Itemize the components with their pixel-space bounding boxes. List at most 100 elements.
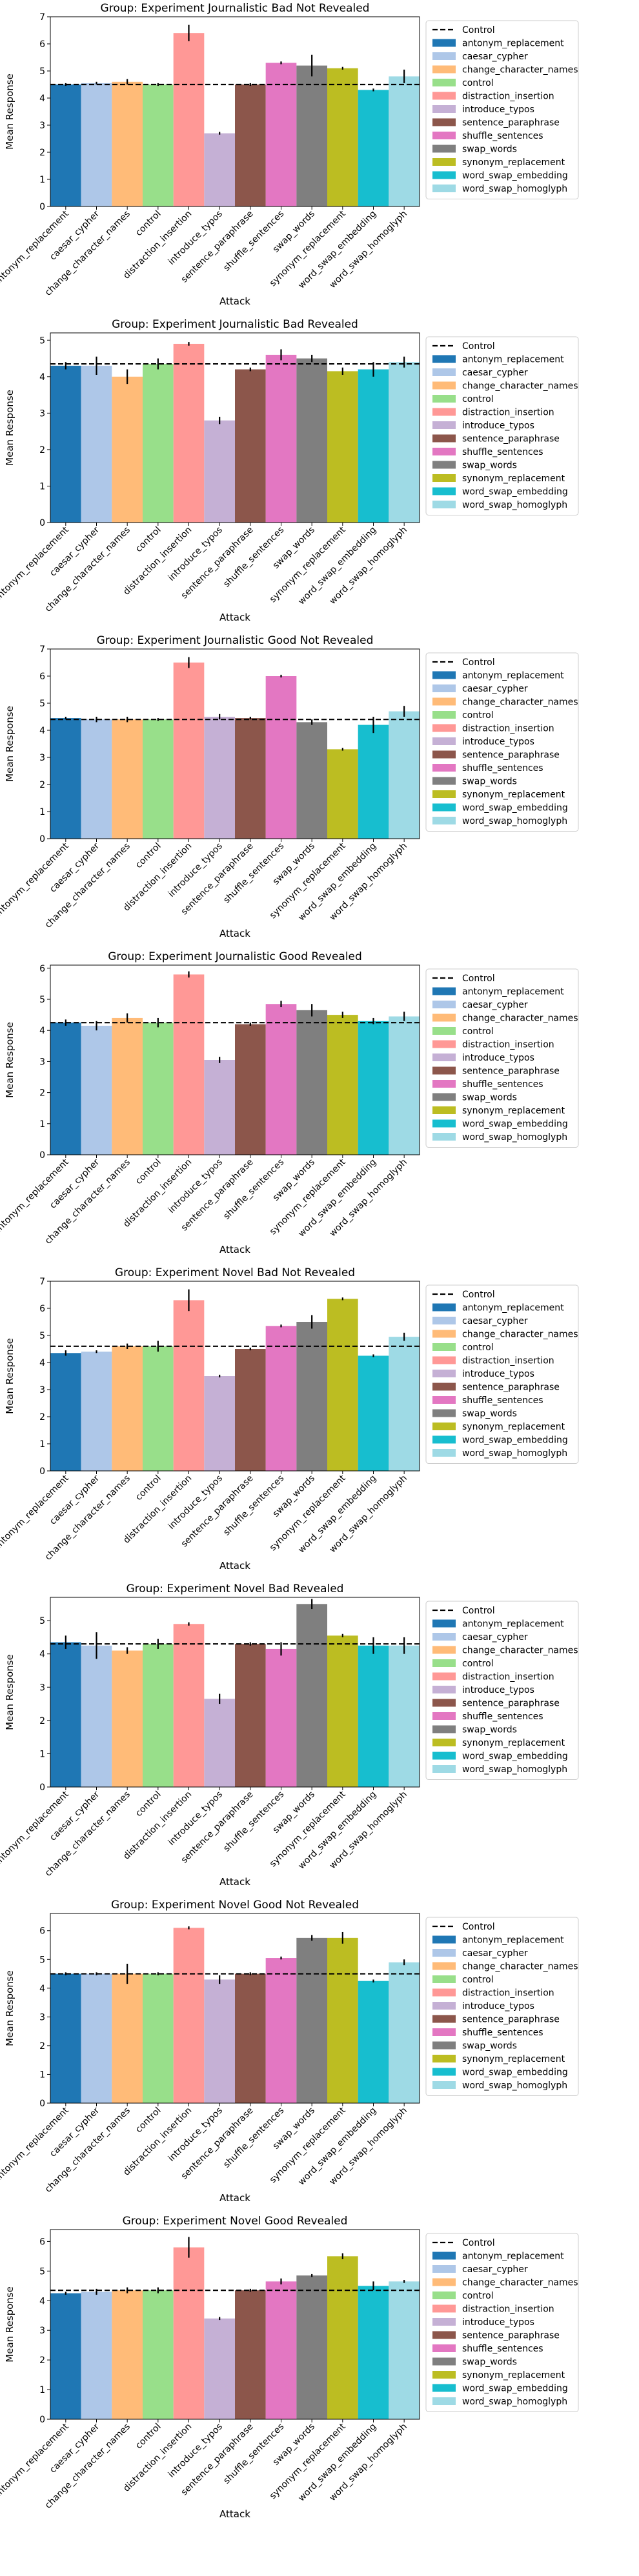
- chart-panel-4: Group: Experiment Journalistic Good Reve…: [0, 950, 579, 1255]
- legend-label: caesar_cypher: [462, 368, 528, 378]
- legend-label: Control: [462, 1606, 495, 1616]
- legend-label: shuffle_sentences: [462, 447, 543, 457]
- legend-label: caesar_cypher: [462, 1632, 528, 1642]
- bar-change-character-names: [112, 719, 143, 839]
- legend-swatch-control: [432, 79, 456, 86]
- y-tick-label: 2: [39, 2041, 45, 2052]
- legend-label: antonym_replacement: [462, 355, 564, 365]
- legend-label: introduce_typos: [462, 105, 534, 115]
- legend-label: antonym_replacement: [462, 39, 564, 49]
- legend-label: change_character_names: [462, 1013, 578, 1024]
- legend-swatch-word-swap-homoglyph: [432, 1765, 456, 1773]
- legend-swatch-caesar-cypher: [432, 1949, 456, 1957]
- bar-swap-words: [296, 65, 327, 206]
- bar-sentence-paraphrase: [235, 2290, 266, 2419]
- legend-swatch-swap-words: [432, 145, 456, 153]
- chart-panel-1: Group: Experiment Journalistic Bad Not R…: [0, 2, 579, 307]
- legend-label: change_character_names: [462, 2278, 578, 2288]
- legend-label: caesar_cypher: [462, 1316, 528, 1326]
- legend-swatch-control: [432, 1975, 456, 1983]
- legend-label: distraction_insertion: [462, 1040, 554, 1050]
- legend-swatch-change-character-names: [432, 1646, 456, 1654]
- bar-swap-words: [296, 722, 327, 839]
- x-tick-label: control: [134, 525, 163, 555]
- bar-control: [143, 1973, 174, 2103]
- axes-frame: [50, 16, 420, 207]
- y-tick-label: 3: [39, 121, 45, 131]
- legend: Control antonym_replacement caesar_cypherc…: [425, 336, 579, 515]
- legend-label: synonym_replacement: [462, 1106, 565, 1116]
- x-tick-label: introduce_typos: [167, 209, 225, 267]
- bar-synonym-replacement: [327, 1937, 358, 2103]
- legend-label: word_swap_homoglyph: [462, 1448, 567, 1459]
- chart-panel-7: Group: Experiment Novel Good Not Reveale…: [0, 1899, 579, 2204]
- axes-frame: [50, 1281, 420, 1472]
- y-tick-label: 1: [39, 1749, 45, 1759]
- legend-swatch-word-swap-embedding: [432, 1435, 456, 1444]
- legend-swatch-sentence-paraphrase: [432, 118, 456, 126]
- legend-swatch-sentence-paraphrase: [432, 434, 456, 443]
- bar-antonym-replacement: [50, 2293, 81, 2419]
- bar-word-swap-embedding: [358, 90, 389, 206]
- legend-label: Control: [462, 1922, 495, 1932]
- x-tick-label: control: [134, 841, 163, 871]
- y-tick-label: 4: [39, 372, 45, 383]
- chart-title: Group: Experiment Journalistic Good Not …: [97, 634, 374, 647]
- legend-swatch-antonym-replacement: [432, 987, 456, 995]
- bar-antonym-replacement: [50, 1973, 81, 2103]
- legend-label: shuffle_sentences: [462, 1079, 543, 1090]
- legend-swatch-distraction-insertion: [432, 1356, 456, 1364]
- y-tick-label: 4: [39, 726, 45, 736]
- legend-swatch-distraction-insertion: [432, 1040, 456, 1048]
- legend-swatch-swap-words: [432, 2041, 456, 2050]
- legend-swatch-distraction-insertion: [432, 1672, 456, 1681]
- y-tick-label: 1: [39, 175, 45, 185]
- x-tick-label: control: [134, 1790, 163, 1819]
- y-tick-label: 5: [39, 335, 45, 346]
- legend-label: antonym_replacement: [462, 987, 564, 997]
- bar-antonym-replacement: [50, 718, 81, 839]
- y-tick-label: 1: [39, 2070, 45, 2080]
- bar-control: [143, 2290, 174, 2419]
- legend-label: swap_words: [462, 2041, 517, 2052]
- legend-label: distraction_insertion: [462, 1672, 554, 1682]
- legend-label: sentence_paraphrase: [462, 434, 560, 444]
- legend-swatch-swap-words: [432, 1725, 456, 1733]
- legend-swatch-control: [432, 1343, 456, 1351]
- legend-swatch-distraction-insertion: [432, 92, 456, 100]
- bar-word-swap-homoglyph: [389, 362, 420, 523]
- y-tick-label: 7: [39, 1277, 45, 1287]
- legend: Control antonym_replacement caesar_cypherc…: [425, 1917, 579, 2096]
- bar-control: [143, 364, 174, 523]
- y-tick-label: 2: [39, 148, 45, 158]
- legend-label: sentence_paraphrase: [462, 2015, 560, 2025]
- legend-label: synonym_replacement: [462, 790, 565, 800]
- chart-panel-3: Group: Experiment Journalistic Good Not …: [0, 634, 579, 939]
- legend-swatch-sentence-paraphrase: [432, 750, 456, 759]
- chart-panel-2: Group: Experiment Journalistic Bad Revea…: [0, 318, 579, 623]
- x-tick-label: control: [134, 209, 163, 239]
- legend-swatch-change-character-names: [432, 65, 456, 74]
- bar-shuffle-sentences: [265, 354, 297, 523]
- bar-shuffle-sentences: [265, 676, 297, 839]
- bar-distraction-insertion: [173, 663, 205, 839]
- legend-swatch-synonym-replacement: [432, 158, 456, 166]
- bar-distraction-insertion: [173, 1928, 205, 2103]
- legend-label: Control: [462, 341, 495, 352]
- bar-swap-words: [296, 1937, 327, 2103]
- legend-label: word_swap_embedding: [462, 171, 568, 181]
- axes-frame: [50, 964, 420, 1155]
- bar-antonym-replacement: [50, 365, 81, 523]
- legend-swatch-caesar-cypher: [432, 1001, 456, 1008]
- legend-label: sentence_paraphrase: [462, 1699, 560, 1709]
- legend-label: word_swap_embedding: [462, 2068, 568, 2078]
- legend-swatch-control: [432, 1659, 456, 1667]
- bar-change-character-names: [112, 1346, 143, 1471]
- legend-swatch-synonym-replacement: [432, 1739, 456, 1746]
- legend-swatch-swap-words: [432, 1093, 456, 1101]
- bar-shuffle-sentences: [265, 63, 297, 207]
- legend-label: sentence_paraphrase: [462, 1383, 560, 1393]
- bar-shuffle-sentences: [265, 1648, 297, 1787]
- bar-change-character-names: [112, 1973, 143, 2103]
